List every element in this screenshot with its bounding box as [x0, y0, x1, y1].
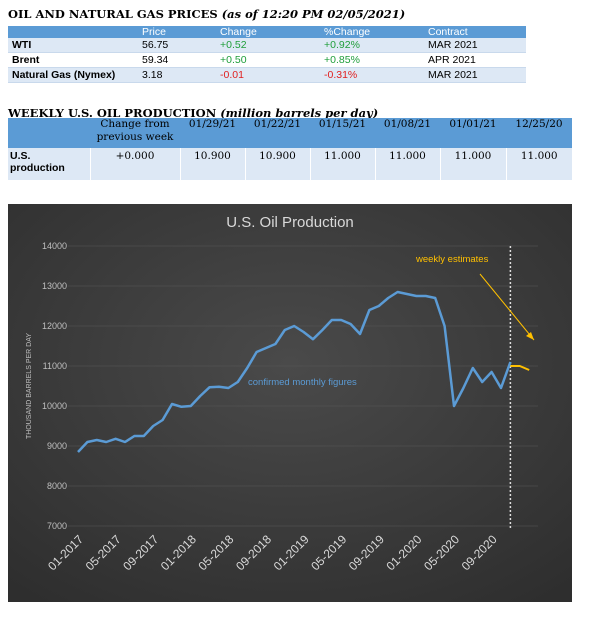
prices-title: OIL AND NATURAL GAS PRICES (as of 12:20 … [8, 7, 405, 21]
weekly-value: 10.900 [244, 148, 310, 180]
prices-table: Price Change %Change Contract WTI 56.75 … [8, 26, 526, 83]
prices-row-natgas: Natural Gas (Nymex) 3.18 -0.01 -0.31% MA… [8, 67, 526, 83]
prices-header-row: Price Change %Change Contract [8, 26, 526, 38]
prices-header-contract: Contract [424, 26, 526, 38]
weekly-value: 11.000 [309, 148, 375, 180]
weekly-table: Change from previous week 01/29/21 01/22… [8, 118, 572, 180]
prices-title-sub: (as of 12:20 PM 02/05/2021) [221, 7, 406, 21]
weekly-value: +0.000 [89, 148, 180, 180]
y-axis-label: THOUSAND BARRELS PER DAY [26, 333, 33, 439]
price-row-name: Brent [8, 52, 138, 68]
weekly-title-sub: (million barrels per day) [220, 106, 379, 120]
y-tick-label: 7000 [47, 521, 67, 531]
y-tick-label: 8000 [47, 481, 67, 491]
y-tick-label: 14000 [42, 241, 67, 251]
oil-production-chart: U.S. Oil Production THOUSAND BARRELS PER… [8, 204, 572, 602]
price-row-pct: +0.85% [320, 52, 424, 68]
series-line-weekly [510, 365, 530, 371]
prices-header-price: Price [138, 26, 216, 38]
price-row-contract: APR 2021 [424, 52, 526, 68]
weekly-row-label: U.S. production [8, 148, 90, 180]
y-tick-labels: 7000 8000 9000 10000 11000 12000 13000 14000 [42, 241, 67, 531]
price-row-change: -0.01 [216, 67, 320, 83]
weekly-value: 11.000 [505, 148, 572, 180]
price-row-price: 56.75 [138, 38, 216, 53]
weekly-title: WEEKLY U.S. OIL PRODUCTION (million barr… [8, 106, 378, 120]
price-row-name: WTI [8, 38, 138, 53]
price-row-name: Natural Gas (Nymex) [8, 67, 138, 83]
weekly-value: 11.000 [439, 148, 506, 180]
chart-title: U.S. Oil Production [226, 214, 354, 231]
weekly-row-us: U.S. production +0.000 10.900 10.900 11.… [8, 148, 572, 180]
y-tick-label: 13000 [42, 281, 67, 291]
price-row-price: 59.34 [138, 52, 216, 68]
series-line-monthly [77, 290, 512, 453]
weekly-header-date: 01/29/21 [180, 118, 245, 148]
weekly-header-date: 01/01/21 [440, 118, 506, 148]
price-row-contract: MAR 2021 [424, 67, 526, 83]
annotation-monthly: confirmed monthly figures [248, 377, 357, 388]
prices-header-change: Change [216, 26, 320, 38]
weekly-header-date: 01/15/21 [310, 118, 375, 148]
weekly-header-date: 01/22/21 [245, 118, 310, 148]
annotation-weekly: weekly estimates [415, 254, 489, 265]
y-tick-label: 11000 [43, 361, 67, 371]
weekly-header-date: 12/25/20 [506, 118, 572, 148]
weekly-header-row: Change from previous week 01/29/21 01/22… [8, 118, 572, 148]
weekly-value: 10.900 [179, 148, 245, 180]
chart-background [8, 204, 572, 602]
annotation-arrowhead [526, 332, 534, 340]
price-row-price: 3.18 [138, 67, 216, 83]
weekly-header-change: Change from previous week [90, 118, 180, 148]
annotation-weekly-arrow [479, 273, 535, 341]
weekly-value: 11.000 [374, 148, 440, 180]
price-row-pct: +0.92% [320, 38, 424, 53]
prices-title-main: OIL AND NATURAL GAS PRICES [8, 7, 218, 21]
weekly-title-main: WEEKLY U.S. OIL PRODUCTION [8, 106, 217, 120]
price-row-change: +0.50 [216, 52, 320, 68]
y-tick-label: 12000 [42, 321, 67, 331]
prices-header-name [8, 26, 138, 38]
y-tick-label: 9000 [47, 441, 67, 451]
prices-row-brent: Brent 59.34 +0.50 +0.85% APR 2021 [8, 52, 526, 68]
weekly-header-date: 01/08/21 [375, 118, 440, 148]
y-tick-label: 10000 [42, 401, 67, 411]
prices-row-wti: WTI 56.75 +0.52 +0.92% MAR 2021 [8, 38, 526, 53]
prices-header-pct: %Change [320, 26, 424, 38]
price-row-pct: -0.31% [320, 67, 424, 83]
weekly-header-blank [8, 118, 90, 148]
price-row-change: +0.52 [216, 38, 320, 53]
price-row-contract: MAR 2021 [424, 38, 526, 53]
y-grid [68, 245, 538, 527]
